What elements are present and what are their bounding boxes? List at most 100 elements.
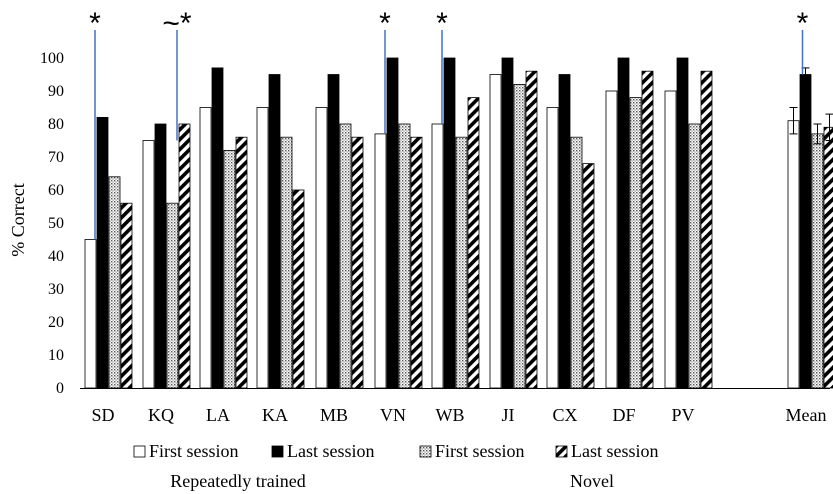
y-tick-label: 0 bbox=[56, 380, 64, 397]
significance-marker: ~* bbox=[162, 7, 192, 141]
legend-item: First session bbox=[133, 441, 239, 461]
x-tick-label: JI bbox=[502, 405, 515, 425]
legend-label: First session bbox=[149, 441, 239, 461]
x-tick-label: Mean bbox=[786, 405, 827, 425]
x-tick-label: VN bbox=[380, 405, 406, 425]
bar-kq-series-2 bbox=[154, 123, 167, 389]
bar-sd-series-2 bbox=[96, 117, 109, 389]
error-bar bbox=[813, 123, 822, 145]
bar-df-series-3 bbox=[629, 97, 642, 389]
legend-swatch bbox=[133, 445, 146, 458]
x-tick-label: LA bbox=[206, 405, 230, 425]
x-tick-label: MB bbox=[320, 405, 348, 425]
significance-label: ~* bbox=[162, 7, 192, 40]
bar-kq-series-3 bbox=[166, 202, 179, 389]
significance-label: * bbox=[797, 7, 809, 40]
legend-group-label: Repeatedly trained bbox=[170, 471, 305, 491]
bar-la-series-4 bbox=[235, 136, 248, 389]
bar-mean-series-1 bbox=[787, 120, 800, 389]
legend-group-label: Novel bbox=[570, 471, 614, 491]
bar-vn-series-2 bbox=[386, 57, 399, 389]
bar-ka-series-1 bbox=[256, 107, 269, 389]
bar-vn-series-1 bbox=[374, 133, 387, 389]
bar-pv-series-3 bbox=[688, 123, 701, 389]
y-tick-label: 80 bbox=[48, 116, 64, 133]
x-tick-label: CX bbox=[552, 405, 577, 425]
bar-mean-series-3 bbox=[811, 133, 824, 389]
x-tick-label: KQ bbox=[148, 405, 174, 425]
x-tick-label: SD bbox=[91, 405, 114, 425]
significance-label: * bbox=[436, 7, 448, 40]
bar-mb-series-2 bbox=[327, 74, 340, 389]
bar-vn-series-3 bbox=[398, 123, 411, 389]
bar-ka-series-3 bbox=[280, 136, 293, 389]
x-tick-label: WB bbox=[436, 405, 465, 425]
significance-marker: * bbox=[89, 7, 101, 240]
bar-kq-series-4 bbox=[178, 123, 191, 389]
bar-sd-series-1 bbox=[84, 239, 97, 389]
x-tick-label: DF bbox=[612, 405, 635, 425]
legend-item: First session bbox=[419, 441, 525, 461]
y-tick-label: 40 bbox=[48, 248, 64, 265]
x-axis: SD KQ LA KA MB VN WB JI CX DF PV Mean bbox=[80, 388, 830, 425]
y-tick-label: 60 bbox=[48, 182, 64, 199]
x-tick-label: KA bbox=[262, 405, 288, 425]
significance-layer: * ~* * * * bbox=[89, 7, 809, 240]
bar-cx-series-3 bbox=[570, 136, 583, 389]
y-tick-label: 90 bbox=[48, 83, 64, 100]
bar-sd-series-4 bbox=[120, 202, 133, 389]
significance-marker: * bbox=[797, 7, 809, 75]
significance-marker: * bbox=[379, 7, 391, 134]
y-axis-title: % Correct bbox=[8, 183, 28, 256]
bar-mb-series-1 bbox=[315, 107, 328, 389]
bar-cx-series-4 bbox=[582, 163, 595, 389]
bar-kq-series-1 bbox=[142, 140, 155, 389]
bar-ka-series-2 bbox=[268, 74, 281, 389]
bar-vn-series-4 bbox=[410, 136, 423, 389]
x-tick-label: PV bbox=[671, 405, 694, 425]
legend-item: Last session bbox=[555, 441, 659, 461]
y-axis: 0 10 20 30 40 50 60 70 80 90 100 bbox=[40, 50, 64, 397]
bar-ji-series-3 bbox=[513, 84, 526, 389]
bar-mean-series-4 bbox=[823, 126, 833, 389]
significance-label: * bbox=[89, 7, 101, 40]
bar-ji-series-1 bbox=[489, 74, 502, 389]
bar-ji-series-4 bbox=[525, 70, 538, 389]
bar-pv-series-2 bbox=[676, 57, 689, 389]
bar-ka-series-4 bbox=[292, 189, 305, 389]
y-tick-label: 10 bbox=[48, 347, 64, 364]
legend-label: Last session bbox=[571, 441, 659, 461]
bar-la-series-3 bbox=[223, 149, 236, 389]
y-tick-label: 20 bbox=[48, 314, 64, 331]
significance-label: * bbox=[379, 7, 391, 40]
legend-swatch bbox=[419, 445, 432, 458]
bar-df-series-2 bbox=[617, 57, 630, 389]
bar-mb-series-3 bbox=[339, 123, 352, 389]
bar-ji-series-2 bbox=[501, 57, 514, 389]
error-bar bbox=[825, 113, 833, 141]
y-tick-label: 50 bbox=[48, 215, 64, 232]
bar-pv-series-1 bbox=[664, 90, 677, 389]
legend: First session Last session First session La… bbox=[133, 441, 659, 491]
bar-wb-series-3 bbox=[455, 136, 468, 389]
bar-cx-series-1 bbox=[546, 107, 559, 389]
bar-df-series-4 bbox=[641, 70, 654, 389]
bar-wb-series-4 bbox=[467, 97, 480, 389]
bar-cx-series-2 bbox=[558, 74, 571, 389]
y-tick-label: 70 bbox=[48, 149, 64, 166]
bar-la-series-1 bbox=[199, 107, 212, 389]
bar-sd-series-3 bbox=[108, 176, 121, 389]
error-bar bbox=[789, 107, 798, 135]
legend-swatch bbox=[555, 445, 568, 458]
bar-la-series-2 bbox=[211, 67, 224, 389]
bar-df-series-1 bbox=[605, 90, 618, 389]
legend-swatch bbox=[271, 445, 284, 458]
bar-wb-series-1 bbox=[431, 123, 444, 389]
legend-item: Last session bbox=[271, 441, 375, 461]
significance-marker: * bbox=[436, 7, 448, 124]
legend-label: Last session bbox=[287, 441, 375, 461]
bar-mb-series-4 bbox=[351, 136, 364, 389]
legend-label: First session bbox=[435, 441, 525, 461]
bar-mean-series-2 bbox=[799, 74, 812, 389]
